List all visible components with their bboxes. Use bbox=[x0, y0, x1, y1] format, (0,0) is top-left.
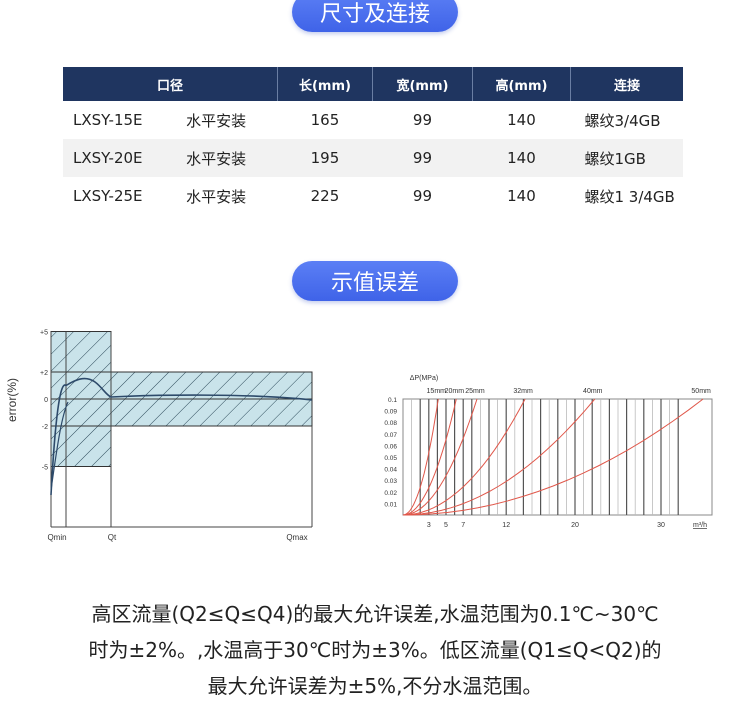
description-line: 高区流量(Q2≤Q≤Q4)的最大允许误差,水温范围为0.1℃~30℃ bbox=[91, 602, 659, 626]
y-axis-label: error(%) bbox=[5, 378, 19, 422]
y-tick-label: 0 bbox=[44, 397, 48, 404]
y-tick-label: 0.01 bbox=[384, 501, 397, 508]
table-row: LXSY-25E 水平安装 225 99 140 螺纹1 3/4GB bbox=[63, 177, 683, 215]
x-tick-label: 30 bbox=[657, 522, 665, 529]
error-chart: +5 +2 0 -2 -5 error(%) Qmin Qt Qmax bbox=[5, 330, 313, 542]
cell-height: 140 bbox=[472, 139, 571, 177]
error-description: 高区流量(Q2≤Q≤Q4)的最大允许误差,水温范围为0.1℃~30℃ 时为±2%… bbox=[0, 596, 750, 704]
curve-label: 20mm bbox=[445, 388, 465, 395]
cell-length: 195 bbox=[277, 139, 373, 177]
description-line: 时为±2%。,水温高于30℃时为±3%。低区流量(Q1≤Q<Q2)的 bbox=[88, 638, 662, 662]
header-connection: 连接 bbox=[570, 67, 683, 101]
cell-model: LXSY-15E bbox=[73, 111, 143, 129]
cell-connection: 螺纹3/4GB bbox=[584, 111, 661, 130]
curve-20mm bbox=[402, 398, 457, 516]
cell-install: 水平安装 bbox=[180, 139, 278, 177]
error-section-title: 示值误差 bbox=[292, 261, 458, 301]
x-tick-label: 20 bbox=[571, 522, 579, 529]
y-tick-label: 0.04 bbox=[384, 467, 397, 474]
cell-length: 225 bbox=[310, 187, 340, 205]
error-curve bbox=[50, 377, 313, 496]
y-axis-label: ΔP(MPa) bbox=[410, 375, 438, 382]
x-tick-label: 5 bbox=[444, 522, 448, 529]
table-row: LXSY-20E 水平安装 195 99 140 螺纹1GB bbox=[63, 139, 683, 177]
y-tick-label: 0.1 bbox=[388, 397, 397, 404]
x-tick-label: Qt bbox=[108, 533, 117, 542]
curve-32mm bbox=[402, 398, 526, 516]
cell-height: 140 bbox=[507, 111, 536, 129]
y-tick-label: +5 bbox=[40, 330, 48, 337]
table-row: LXSY-15E 水平安装 165 99 140 螺纹3/4GB bbox=[63, 101, 683, 139]
cell-width: 99 bbox=[412, 111, 433, 129]
y-tick-label: 0.03 bbox=[384, 478, 397, 485]
cell-connection: 螺纹1 3/4GB bbox=[584, 187, 675, 206]
header-caliber: 口径 bbox=[63, 67, 278, 101]
cell-height: 140 bbox=[507, 187, 536, 205]
cell-model: LXSY-20E bbox=[63, 139, 181, 177]
error-curve bbox=[50, 401, 69, 491]
y-tick-label: +2 bbox=[40, 370, 48, 377]
cell-install: 水平安装 bbox=[186, 111, 247, 130]
x-axis-unit: m³/h bbox=[693, 522, 707, 529]
y-tick-label: -5 bbox=[42, 465, 48, 472]
cell-model: LXSY-25E bbox=[73, 187, 143, 205]
description-line: 最大允许误差为±5%,不分水温范围。 bbox=[207, 674, 543, 698]
cell-width: 99 bbox=[412, 187, 433, 205]
cell-connection: 螺纹1GB bbox=[570, 139, 683, 177]
cell-install: 水平安装 bbox=[186, 187, 247, 206]
curve-40mm bbox=[402, 398, 596, 516]
curve-25mm bbox=[402, 398, 478, 516]
x-tick-label: 7 bbox=[461, 522, 465, 529]
cell-length: 165 bbox=[310, 111, 340, 129]
curve-50mm bbox=[402, 398, 704, 516]
curve-15mm bbox=[402, 398, 439, 516]
x-tick-label: 3 bbox=[427, 522, 431, 529]
x-tick-label: 12 bbox=[502, 522, 510, 529]
y-tick-label: -2 bbox=[42, 424, 48, 431]
y-tick-label: 0.08 bbox=[384, 420, 397, 427]
curve-label: 32mm bbox=[513, 388, 533, 395]
curve-label: 40mm bbox=[583, 388, 603, 395]
header-height: 高(mm) bbox=[472, 67, 571, 101]
dimensions-section-title: 尺寸及连接 bbox=[292, 0, 458, 32]
cell-width: 99 bbox=[372, 139, 473, 177]
header-width: 宽(mm) bbox=[372, 67, 473, 101]
header-length: 长(mm) bbox=[277, 67, 373, 101]
dimensions-table: 口径 长(mm) 宽(mm) 高(mm) 连接 LXSY-15E 水平安装 165 9… bbox=[63, 67, 683, 215]
y-tick-label: 0.06 bbox=[384, 443, 397, 450]
y-tick-label: 0.05 bbox=[384, 455, 397, 462]
curve-label: 25mm bbox=[465, 388, 485, 395]
x-tick-label: Qmax bbox=[286, 533, 307, 542]
y-tick-label: 0.09 bbox=[384, 409, 397, 416]
y-tick-label: 0.07 bbox=[384, 432, 397, 439]
curve-label: 50mm bbox=[691, 388, 711, 395]
curve-label: 15mm bbox=[427, 388, 447, 395]
y-tick-label: 0.02 bbox=[384, 490, 397, 497]
x-tick-label: Qmin bbox=[47, 533, 66, 542]
